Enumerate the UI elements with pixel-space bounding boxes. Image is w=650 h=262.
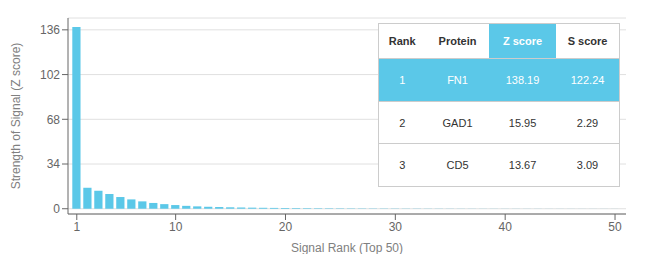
html-text:Protein: Protein	[438, 35, 477, 47]
html-text:138.19: 138.19	[505, 74, 540, 87]
svg-text:20: 20	[279, 220, 293, 234]
html-text:CD5: CD5	[446, 159, 469, 171]
svg-text:136: 136	[40, 23, 60, 37]
html-text:2.29: 2.29	[576, 116, 599, 129]
svg-text:40: 40	[498, 220, 512, 234]
html-text:122.24: 122.24	[570, 74, 605, 87]
html-text:1: 1	[399, 74, 406, 87]
svg-text:Strength of Signal (Z score): Strength of Signal (Z score)	[9, 43, 23, 190]
html-text:S score: S score	[567, 35, 608, 47]
svg-text:Signal Rank (Top 50): Signal Rank (Top 50)	[291, 241, 403, 254]
svg-text:34: 34	[47, 157, 61, 171]
html-text:Z score: Z score	[503, 35, 543, 47]
html-text:15.95: 15.95	[508, 116, 537, 129]
svg-text:10: 10	[169, 220, 183, 234]
html-text:3: 3	[399, 159, 406, 171]
html-text:Rank: Rank	[388, 35, 416, 47]
html-text:GAD1: GAD1	[442, 116, 473, 129]
svg-text:1: 1	[73, 220, 80, 234]
html-text:FN1: FN1	[447, 74, 468, 87]
svg-text:0: 0	[53, 202, 60, 216]
html-text:3.09: 3.09	[576, 159, 599, 171]
html-text:2: 2	[399, 116, 406, 129]
svg-text:102: 102	[40, 68, 60, 82]
svg-text:68: 68	[47, 113, 61, 127]
svg-text:30: 30	[389, 220, 403, 234]
html-text:13.67: 13.67	[508, 159, 537, 171]
svg-text:50: 50	[608, 220, 622, 234]
